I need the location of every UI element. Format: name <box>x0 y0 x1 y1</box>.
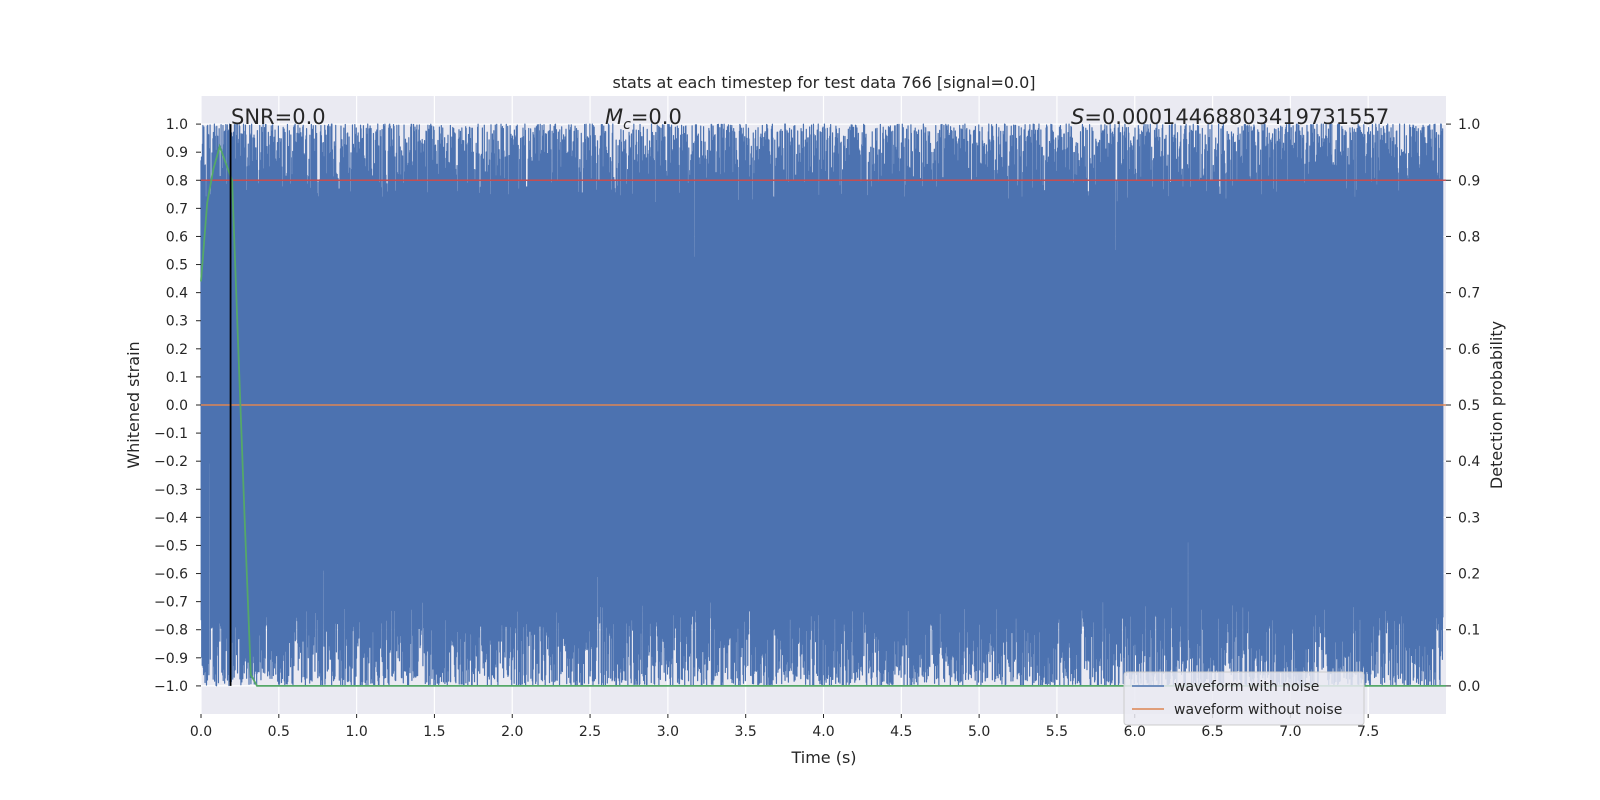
mc-subscript: c <box>623 117 631 133</box>
x-tick-label-5: 2.5 <box>579 724 601 740</box>
legend-box <box>1123 671 1365 726</box>
y2-tick-label-6: 0.4 <box>1458 454 1480 470</box>
y-tick-label-8: 0.2 <box>166 342 188 358</box>
y2-tick-label-5: 0.5 <box>1458 398 1480 414</box>
noise-line <box>200 123 1444 687</box>
y-tick-label-10: 0.0 <box>166 398 188 414</box>
mc-symbol: M <box>605 105 623 129</box>
y-tick-label-14: −0.4 <box>154 510 188 526</box>
y-tick-label-4: 0.6 <box>166 229 188 245</box>
y2-tick-label-2: 0.8 <box>1458 229 1480 245</box>
x-tick-label-11: 5.5 <box>1046 724 1068 740</box>
y-tick-label-3: 0.7 <box>166 201 188 217</box>
s-annotation: S=0.00014468803419731557 <box>1071 105 1389 129</box>
mc-value: =0.0 <box>631 105 682 129</box>
x-tick-label-12: 6.0 <box>1124 724 1146 740</box>
y-tick-label-12: −0.2 <box>154 454 188 470</box>
x-tick-label-13: 6.5 <box>1201 724 1223 740</box>
x-tick-label-4: 2.0 <box>501 724 523 740</box>
legend: waveform with noise waveform without noi… <box>1123 671 1365 726</box>
y-tick-label-19: −0.9 <box>154 651 188 667</box>
y-tick-label-9: 0.1 <box>166 370 188 386</box>
y-tick-label-1: 0.9 <box>166 145 188 161</box>
x-tick-label-14: 7.0 <box>1279 724 1301 740</box>
y-tick-label-6: 0.4 <box>166 286 188 302</box>
y-tick-label-2: 0.8 <box>166 173 188 189</box>
chart-title: stats at each timestep for test data 766… <box>612 73 1035 92</box>
y-axis-ticks: 1.0 0.9 0.8 0.7 0.6 0.5 0.4 0.3 0.2 0.1 0.0 −0.1 −0.… <box>154 117 201 695</box>
y2-tick-label-4: 0.6 <box>1458 342 1480 358</box>
chirp-mass-annotation: Mc=0.0 <box>605 105 682 133</box>
x-axis-ticks: 0.0 0.5 1.0 1.5 2.0 2.5 3.0 3.5 4.0 4.5 5.0 5.5 6.0 6… <box>190 714 1379 740</box>
x-tick-label-1: 0.5 <box>268 724 290 740</box>
y-tick-label-7: 0.3 <box>166 314 188 330</box>
y-tick-label-18: −0.8 <box>154 623 188 639</box>
y-tick-label-13: −0.3 <box>154 482 188 498</box>
y-tick-label-15: −0.5 <box>154 538 188 554</box>
x-tick-label-6: 3.0 <box>657 724 679 740</box>
probability-line <box>200 143 1446 687</box>
y-tick-label-11: −0.1 <box>154 426 188 442</box>
y2-tick-label-9: 0.1 <box>1458 623 1480 639</box>
legend-entry-clean: waveform without noise <box>1174 702 1342 718</box>
y-tick-label-0: 1.0 <box>166 117 188 133</box>
x-axis-label: Time (s) <box>790 748 856 767</box>
y-axis-label: Whitened strain <box>124 341 143 468</box>
s-symbol: S <box>1071 105 1084 129</box>
y-tick-label-16: −0.6 <box>154 567 188 583</box>
x-tick-label-0: 0.0 <box>190 724 212 740</box>
x-tick-label-2: 1.0 <box>345 724 367 740</box>
y2-tick-label-10: 0.0 <box>1458 679 1480 695</box>
x-tick-label-8: 4.0 <box>812 724 834 740</box>
y-tick-label-20: −1.0 <box>154 679 188 695</box>
y2-tick-label-8: 0.2 <box>1458 567 1480 583</box>
series-detection-probability <box>200 143 1446 687</box>
x-tick-label-10: 5.0 <box>968 724 990 740</box>
s-value: =0.00014468803419731557 <box>1084 105 1389 129</box>
series-waveform-with-noise <box>200 123 1444 687</box>
y-tick-label-17: −0.7 <box>154 595 188 611</box>
x-tick-label-15: 7.5 <box>1357 724 1379 740</box>
y2-axis-ticks: 1.0 0.9 0.8 0.7 0.6 0.5 0.4 0.3 0.2 0.1 0.0 <box>1446 117 1480 695</box>
y2-axis-label: Detection probability <box>1487 321 1506 489</box>
y2-tick-label-3: 0.7 <box>1458 286 1480 302</box>
snr-annotation: SNR=0.0 <box>231 105 326 129</box>
y2-tick-label-7: 0.3 <box>1458 510 1480 526</box>
x-tick-label-9: 4.5 <box>890 724 912 740</box>
x-tick-label-3: 1.5 <box>423 724 445 740</box>
x-tick-label-7: 3.5 <box>735 724 757 740</box>
y2-tick-label-1: 0.9 <box>1458 173 1480 189</box>
y2-tick-label-0: 1.0 <box>1458 117 1480 133</box>
legend-entry-noise: waveform with noise <box>1174 679 1319 695</box>
y-tick-label-5: 0.5 <box>166 258 188 274</box>
